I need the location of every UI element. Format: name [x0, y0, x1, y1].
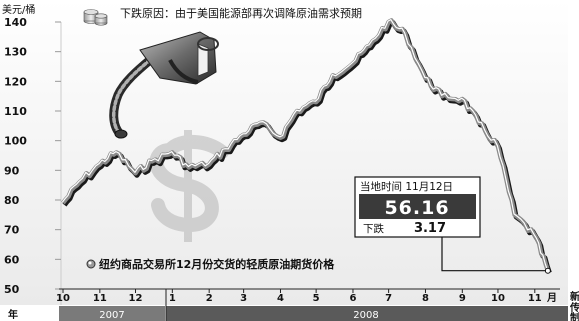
x-tick-label: 11 [93, 293, 107, 304]
side-column [568, 0, 579, 321]
series-line-highlight [61, 18, 548, 270]
y-tick-label: 100 [4, 135, 27, 148]
year-band-2008 [166, 306, 568, 321]
annotation-drop-value: 3.17 [414, 221, 446, 236]
x-tick-label: 12 [129, 293, 143, 304]
x-tick-label: 8 [422, 293, 429, 304]
x-tick-label: 月 [546, 292, 557, 304]
x-tick-label: 10 [56, 293, 70, 304]
side-text-2: 传 [569, 301, 579, 314]
side-text-1: 新 [570, 290, 579, 303]
price-annotation: 当地时间 11月12日 56.16 下跌 3.17 [354, 176, 546, 272]
x-tick-label: 1 [169, 293, 176, 304]
y-tick-label: 50 [4, 283, 20, 296]
dollar-sign-icon [149, 130, 229, 242]
y-tick-label: 120 [4, 75, 27, 88]
annotation-leader-line [441, 237, 546, 272]
x-axis-ticks: 10 11 12 1 2 3 4 5 6 7 8 9 10 11 月 [56, 289, 557, 304]
x-axis-year-label: 年 [8, 308, 18, 321]
y-axis-unit-label: 美元/桶 [2, 3, 35, 16]
y-tick-label: 70 [4, 224, 20, 237]
y-tick-label: 60 [4, 253, 20, 266]
x-tick-label: 11 [528, 293, 542, 304]
price-box [359, 194, 476, 219]
annotation-price: 56.16 [384, 197, 449, 219]
annotation-time: 当地时间 11月12日 [360, 180, 453, 193]
y-tick-label: 130 [4, 46, 27, 59]
x-tick-label: 7 [385, 293, 392, 304]
year-label-2007: 2007 [99, 310, 124, 321]
legend-bullet-highlight [88, 261, 92, 265]
y-tick-label: 110 [4, 105, 27, 118]
year-label-2008: 2008 [353, 310, 378, 321]
chart-legend: 纽约商品交易所12月份交货的轻质原油期货价格 [86, 257, 335, 271]
y-tick-label: 80 [4, 194, 20, 207]
chart-title: 下跌原因：由于美国能源部再次调降原油需求预期 [120, 6, 362, 20]
x-tick-label: 6 [349, 293, 356, 304]
year-band-2007 [59, 306, 165, 321]
fuel-nozzle-icon [109, 31, 219, 139]
y-tick-label: 140 [4, 16, 27, 29]
x-tick-label: 10 [491, 293, 505, 304]
y-axis-ticks: 50 60 70 80 90 100 110 120 130 140 [4, 16, 61, 296]
x-tick-label: 3 [240, 293, 247, 304]
coin-stack-icon [83, 9, 108, 26]
annotation-drop-label: 下跌 [363, 222, 384, 235]
x-tick-label: 9 [459, 293, 466, 304]
x-tick-label: 5 [313, 293, 320, 304]
legend-label: 纽约商品交易所12月份交货的轻质原油期货价格 [99, 257, 335, 271]
x-tick-label: 2 [206, 293, 213, 304]
price-series [61, 18, 552, 274]
x-tick-label: 4 [277, 293, 284, 304]
y-tick-label: 90 [4, 164, 20, 177]
series-end-point [544, 267, 551, 274]
side-text-3: 制 [570, 311, 579, 321]
